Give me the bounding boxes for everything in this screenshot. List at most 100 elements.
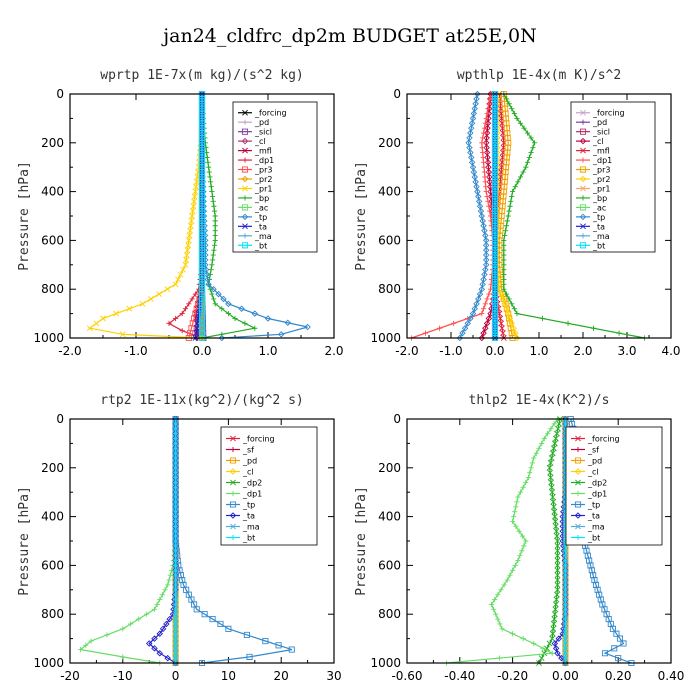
y-axis-label: Pressure [hPa] [354,486,369,596]
legend-label: _forcing [254,109,287,118]
legend-marker [241,242,249,249]
legend-marker [575,523,581,530]
legend-label: _ta [242,512,255,521]
series-line-tp [459,93,487,339]
x-tick-label: 4.0 [661,344,680,358]
y-tick-label: 1000 [33,656,64,670]
legend-marker [230,523,236,530]
series-points-bt [198,90,206,342]
y-tick-label: 600 [41,558,64,572]
x-tick-label: 3.0 [617,344,636,358]
x-tick-label: -2.0 [395,344,418,358]
legend-marker [580,185,586,192]
x-tick-label: 0.0 [192,344,211,358]
legend-label: _cl [592,137,604,146]
legend-marker [229,512,237,519]
legend-label: _tp [242,501,255,510]
legend: _forcing _sf _pd _cl _dp2 _dp1 _tp _ta _ma _bt [565,426,663,546]
legend-marker [230,490,236,497]
x-tick-label: 1.0 [258,344,277,358]
legend-marker [242,185,248,192]
x-tick-label: 30 [326,669,341,683]
legend-label: _cl [254,137,266,146]
legend-label: _mfl [254,147,272,156]
legend-marker [575,479,581,486]
x-tick-label: 0.0 [485,344,504,358]
series-line-pr1 [88,94,203,339]
panel-title: wprtp 1E-7x(m kg)/(s^2 kg) [100,68,304,83]
legend-label: _pr3 [592,166,610,175]
y-tick-label: 600 [378,558,401,572]
y-axis-label: Pressure [hPa] [17,161,32,271]
legend-marker [229,468,237,475]
y-tick-label: 200 [378,461,401,475]
legend-marker [579,242,587,249]
legend-marker [574,457,582,464]
legend-label: _sf [587,446,599,455]
y-axis-label: Pressure [hPa] [17,486,32,596]
legend-marker [575,534,581,541]
series-group [408,90,648,342]
chart-panel-1: wprtp 1E-7x(m kg)/(s^2 kg) Pressure [hPa]… [17,68,344,358]
x-tick-label: -20 [60,669,80,683]
legend-label: _bp [254,194,269,203]
x-tick-label: 0.40 [658,669,685,683]
legend-marker [579,204,587,211]
legend-label: _dp1 [587,490,607,499]
x-tick-label: -0.60 [391,669,422,683]
legend-label: _pr1 [592,184,610,193]
x-tick-label: 0 [172,669,180,683]
legend-marker [580,233,586,239]
legend-marker [242,157,248,163]
y-tick-label: 800 [378,282,401,296]
legend-box [232,101,318,253]
legend-label: _sf [242,446,254,455]
plot-frame [69,93,335,339]
legend-marker [242,119,248,125]
legend-label: _ma [592,232,610,241]
y-tick-label: 800 [41,607,64,621]
series-points-tp [456,90,490,342]
panel-title: wpthlp 1E-4x(m K)/s^2 [457,68,621,83]
legend-label: _pd [242,457,257,466]
legend-label: _tp [254,213,267,222]
series-group [86,90,311,342]
legend-label: _ta [592,222,605,231]
x-tick-label: -1.0 [439,344,462,358]
legend: _forcing_pd_sicl_cl_mfl_dp1_pr3_pr2_pr1_… [570,101,656,253]
chart-panel-4: thlp2 1E-4x(K^2)/s Pressure [hPa] -0.60 -0.… [354,393,684,683]
legend-label: _ac [254,203,268,212]
y-axis-label: Pressure [hPa] [354,161,369,271]
legend-label: _pd [254,118,269,127]
legend-marker [242,223,248,230]
panel-title: thlp2 1E-4x(K^2)/s [469,393,610,408]
legend-label: _bt [592,241,605,250]
legend-marker [579,166,587,173]
legend-label: _dp1 [254,156,274,165]
legend-marker [241,213,249,221]
legend-label: _dp1 [242,490,262,499]
legend-label: _ma [242,523,260,532]
x-tick-label: -2.0 [58,344,81,358]
legend-marker [580,223,586,230]
legend-marker [229,457,237,464]
legend-label: _ma [587,523,605,532]
legend-label: _tp [587,501,600,510]
y-tick-label: 200 [41,136,64,150]
legend-marker [242,109,248,116]
legend-marker [575,446,581,453]
legend-label: _sicl [592,128,610,137]
legend-label: _dp2 [587,479,607,488]
x-tick-label: 0.20 [605,669,632,683]
series-points-dp2 [536,416,564,666]
plot-frame [69,418,335,664]
legend-label: _dp1 [592,156,612,165]
legend-marker [241,175,249,183]
y-tick-label: 800 [378,607,401,621]
y-tick-label: 1000 [33,331,64,345]
legend-label: _mfl [592,147,610,156]
panel-title: rtp2 1E-11x(kg^2)/(kg^2 s) [100,393,304,408]
y-tick-label: 400 [378,185,401,199]
x-tick-label: 2.0 [573,344,592,358]
